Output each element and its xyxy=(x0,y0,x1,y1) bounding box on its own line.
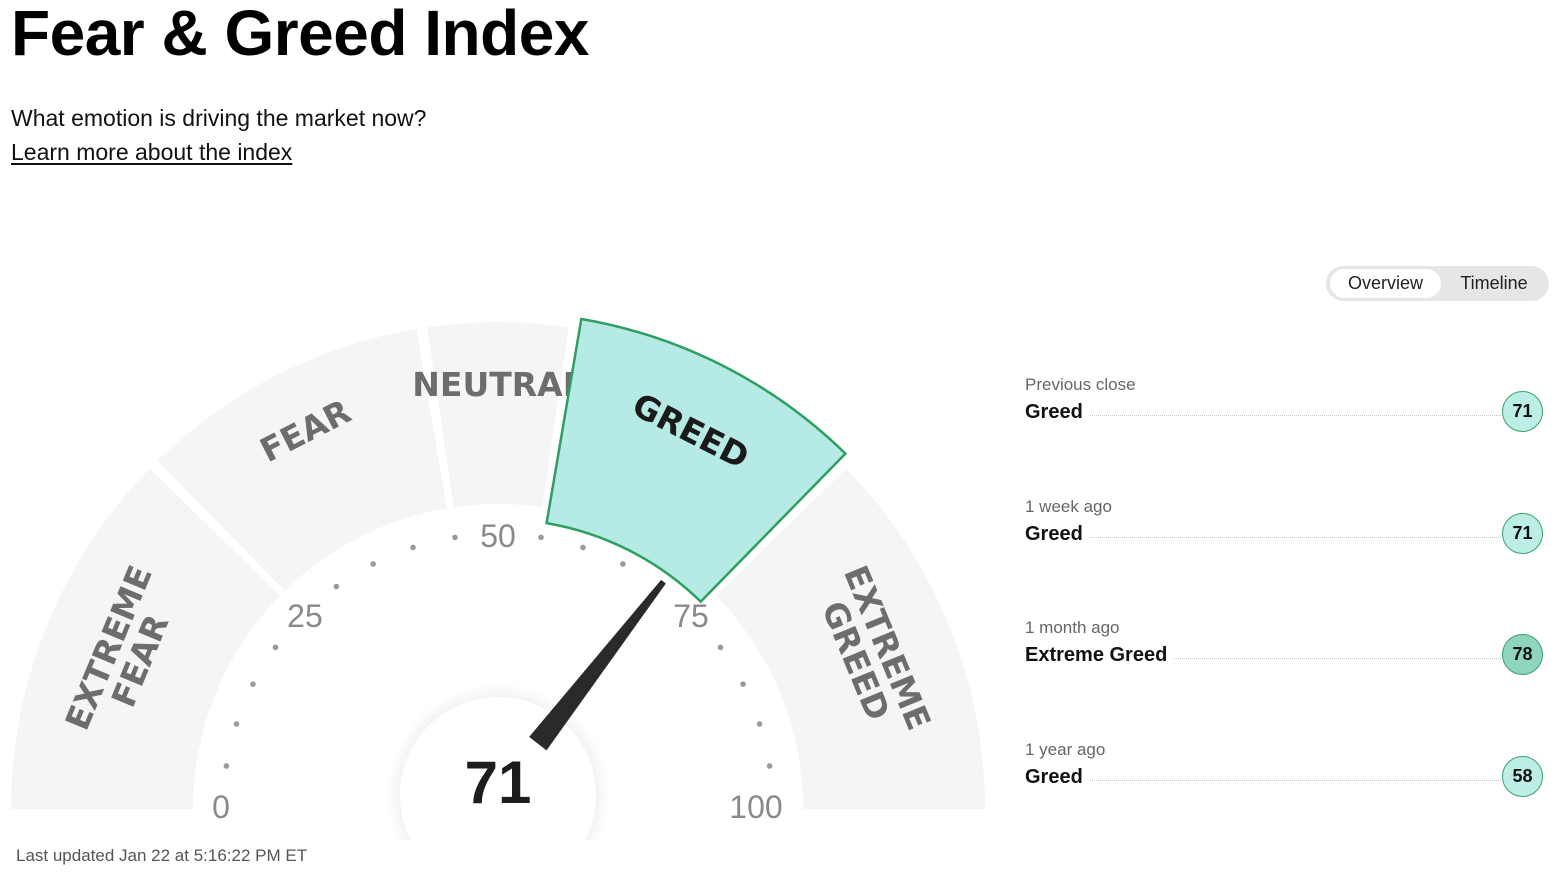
gauge-tick-dot xyxy=(272,644,279,651)
history-item: 1 month ago Extreme Greed 78 xyxy=(1025,618,1545,688)
timeline-tab[interactable]: Timeline xyxy=(1460,273,1528,293)
history-item: Previous close Greed 71 xyxy=(1025,375,1545,445)
gauge-tick-dot xyxy=(250,681,256,687)
history-row: Greed 58 xyxy=(1025,756,1545,806)
gauge-needle xyxy=(529,579,666,751)
gauge-tick-label: 25 xyxy=(287,598,323,634)
view-toggle: Overview Timeline xyxy=(1326,266,1549,301)
gauge-tick-dot xyxy=(620,561,626,567)
gauge-tick-label: 100 xyxy=(729,789,782,825)
gauge-tick-dot xyxy=(717,644,724,651)
gauge-segment-greed xyxy=(545,317,848,604)
gauge-tick-label: 75 xyxy=(673,598,709,634)
history-status: Extreme Greed xyxy=(1025,644,1174,667)
history-label: 1 year ago xyxy=(1025,740,1106,759)
history-status: Greed xyxy=(1025,766,1089,789)
history-value-badge: 71 xyxy=(1502,391,1543,432)
last-updated: Last updated Jan 22 at 5:16:22 PM ET xyxy=(16,846,308,865)
history-label: 1 month ago xyxy=(1025,618,1120,637)
gauge-tick-label: 0 xyxy=(212,789,230,825)
history-value-badge: 58 xyxy=(1502,756,1543,797)
history-leader-line xyxy=(1025,415,1501,416)
gauge-tick-dot xyxy=(410,544,416,551)
history-row: Extreme Greed 78 xyxy=(1025,634,1545,684)
gauge-tick-dot xyxy=(766,763,773,769)
history-value-badge: 71 xyxy=(1502,513,1543,554)
history-leader-line xyxy=(1025,658,1501,659)
history-label: Previous close xyxy=(1025,375,1136,394)
overview-tab[interactable]: Overview xyxy=(1330,269,1441,298)
gauge-tick-dot xyxy=(223,763,230,769)
history-item: 1 year ago Greed 58 xyxy=(1025,740,1545,810)
history-status: Greed xyxy=(1025,523,1089,546)
history-leader-line xyxy=(1025,537,1501,538)
history-value-badge: 78 xyxy=(1502,634,1543,675)
gauge-tick-dot xyxy=(756,721,763,727)
gauge-segment-extreme-fear xyxy=(11,468,280,809)
gauge-tick-dot xyxy=(452,534,458,541)
gauge-segment-fear xyxy=(157,328,447,591)
gauge-label-neutral: NEUTRAL xyxy=(412,365,583,404)
gauge-tick-label: 50 xyxy=(480,518,516,554)
gauge-tick-dot xyxy=(580,544,586,551)
gauge-tick-dot xyxy=(370,561,376,567)
gauge-tick-dot xyxy=(740,681,746,687)
gauge-value: 71 xyxy=(465,749,532,816)
gauge-tick-dot xyxy=(233,721,240,727)
gauge-tick-dot xyxy=(333,583,340,590)
history-leader-line xyxy=(1025,780,1501,781)
fear-greed-gauge: EXTREMEFEARFEARNEUTRALGREEDEXTREMEGREED0… xyxy=(11,317,985,840)
history-row: Greed 71 xyxy=(1025,391,1545,441)
page-subtitle: What emotion is driving the market now? xyxy=(11,105,427,131)
history-row: Greed 71 xyxy=(1025,513,1545,563)
gauge-tick-dot xyxy=(538,534,544,541)
history-status: Greed xyxy=(1025,401,1089,424)
learn-more-link[interactable]: Learn more about the index xyxy=(11,139,293,165)
history-label: 1 week ago xyxy=(1025,497,1112,516)
gauge-segment-extreme-greed xyxy=(716,468,985,809)
history-item: 1 week ago Greed 71 xyxy=(1025,497,1545,567)
page-title: Fear & Greed Index xyxy=(11,0,589,69)
gauge-segment-neutral xyxy=(427,322,569,508)
